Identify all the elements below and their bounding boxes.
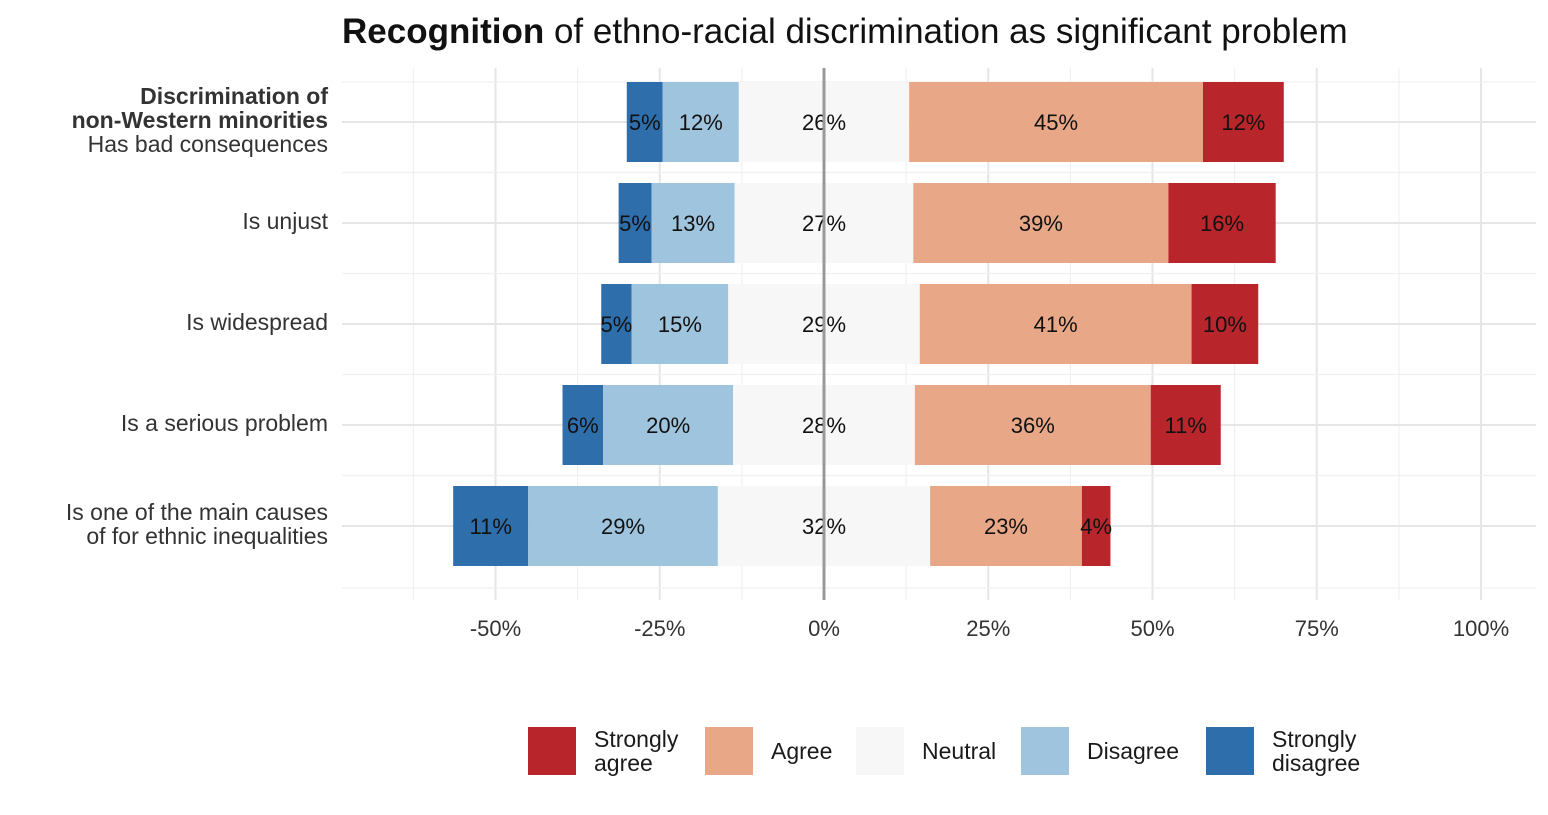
legend: Strongly agree Agree Neutral Disagree Strong… bbox=[0, 726, 1548, 782]
legend-swatch bbox=[705, 727, 753, 775]
data-label: 36% bbox=[1011, 413, 1055, 438]
y-tick-label-line: Is one of the main causes bbox=[65, 499, 328, 525]
legend-label: Agree bbox=[771, 738, 833, 764]
data-label: 5% bbox=[629, 110, 661, 135]
legend-item: Disagree bbox=[1021, 726, 1179, 776]
x-tick-label: -50% bbox=[470, 616, 521, 641]
legend-item: Agree bbox=[705, 726, 832, 776]
data-label: 11% bbox=[470, 514, 512, 539]
x-tick-label: 50% bbox=[1130, 616, 1174, 641]
bar-disagree bbox=[651, 183, 735, 263]
legend-label: Disagree bbox=[1087, 738, 1180, 764]
data-label: 4% bbox=[1080, 514, 1112, 539]
y-tick-label: Is widespread bbox=[186, 310, 328, 334]
data-label: 16% bbox=[1200, 211, 1244, 236]
bar-strongly-agree bbox=[1191, 284, 1259, 364]
y-tick-label-line: of for ethnic inequalities bbox=[86, 523, 328, 549]
y-tick-label-line: Has bad consequences bbox=[87, 131, 328, 157]
y-tick-label-line: Is unjust bbox=[242, 208, 328, 234]
y-tick-label: Discrimination of non-Western minorities H… bbox=[72, 84, 328, 156]
bar-agree bbox=[909, 82, 1203, 162]
bar-agree bbox=[913, 183, 1169, 263]
data-label: 12% bbox=[1221, 110, 1265, 135]
bar-strongly-disagree bbox=[562, 385, 604, 465]
bar-strongly-disagree bbox=[453, 486, 529, 566]
bar-disagree bbox=[603, 385, 734, 465]
data-label: 23% bbox=[984, 514, 1028, 539]
bar-disagree bbox=[631, 284, 729, 364]
x-tick-label: 75% bbox=[1295, 616, 1339, 641]
y-tick-label-line: Is a serious problem bbox=[120, 410, 328, 436]
legend-label: Neutral bbox=[922, 738, 997, 764]
y-tick-label: Is unjust bbox=[242, 209, 328, 233]
data-label: 13% bbox=[671, 211, 715, 236]
data-label: 29% bbox=[601, 514, 645, 539]
data-label: 15% bbox=[658, 312, 702, 337]
legend-swatch bbox=[856, 727, 904, 775]
y-tick-label: Is one of the main causes of for ethnic i… bbox=[66, 500, 328, 548]
bar-strongly-agree bbox=[1150, 385, 1221, 465]
group-label: non-Western minorities bbox=[71, 107, 328, 133]
x-tick-label: 25% bbox=[966, 616, 1010, 641]
legend-item: Strongly agree bbox=[528, 726, 678, 776]
bar-strongly-agree bbox=[1202, 82, 1284, 162]
data-label: 6% bbox=[567, 413, 599, 438]
bar-agree bbox=[930, 486, 1082, 566]
group-label: Discrimination of bbox=[140, 83, 328, 109]
diverging-bar-chart: 5% 12% 26% 45% 12%5% 13% 27% 39% 16%5% 15% 29% 41% 1… bbox=[342, 68, 1536, 641]
legend-swatch bbox=[1206, 727, 1254, 775]
bar-strongly-disagree bbox=[601, 284, 632, 364]
x-tick-label: 100% bbox=[1453, 616, 1509, 641]
bar-disagree bbox=[662, 82, 739, 162]
legend-label: Strongly agree bbox=[594, 726, 679, 776]
bar-agree bbox=[919, 284, 1192, 364]
x-tick-label: 0% bbox=[808, 616, 840, 641]
data-label: 5% bbox=[619, 211, 651, 236]
data-label: 45% bbox=[1034, 110, 1078, 135]
legend-item: Neutral bbox=[856, 726, 996, 776]
chart-title-bold: Recognition bbox=[342, 12, 545, 51]
data-label: 10% bbox=[1203, 312, 1247, 337]
data-label: 39% bbox=[1019, 211, 1063, 236]
chart-title-rest: of ethno-racial discrimination as signif… bbox=[544, 12, 1348, 51]
y-tick-label-line: Is widespread bbox=[186, 309, 328, 335]
data-label: 12% bbox=[679, 110, 723, 135]
data-label: 11% bbox=[1165, 413, 1207, 438]
data-label: 20% bbox=[646, 413, 690, 438]
data-label: 5% bbox=[601, 312, 633, 337]
x-tick-label: -25% bbox=[634, 616, 685, 641]
legend-label: Strongly disagree bbox=[1272, 726, 1361, 776]
bar-strongly-agree bbox=[1081, 486, 1111, 566]
chart-title: Recognition of ethno-racial discriminati… bbox=[342, 12, 1348, 52]
bar-agree bbox=[914, 385, 1151, 465]
y-tick-label: Is a serious problem bbox=[121, 411, 328, 435]
legend-item: Strongly disagree bbox=[1206, 726, 1360, 776]
bar-strongly-disagree bbox=[618, 183, 652, 263]
legend-swatch bbox=[528, 727, 576, 775]
data-label: 41% bbox=[1034, 312, 1078, 337]
bar-strongly-agree bbox=[1168, 183, 1276, 263]
bar-disagree bbox=[528, 486, 718, 566]
legend-swatch bbox=[1021, 727, 1069, 775]
bar-strongly-disagree bbox=[626, 82, 663, 162]
